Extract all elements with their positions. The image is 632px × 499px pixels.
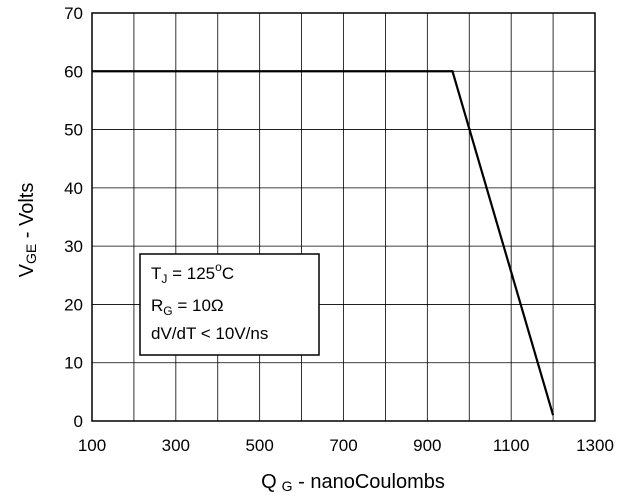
x-tick-label: 300 — [162, 436, 190, 455]
x-axis-label-main: Q — [261, 471, 277, 493]
y-axis-label-main: V — [16, 263, 38, 277]
y-tick-label: 70 — [64, 4, 83, 23]
plot-frame — [91, 12, 596, 422]
annotation-line-rg: RG = 10Ω — [151, 296, 224, 318]
x-tick-label: 500 — [245, 436, 273, 455]
x-tick-label: 1100 — [493, 436, 530, 455]
annotation-rg-main: R — [151, 296, 163, 315]
annotation-rg-value: = 10Ω — [173, 296, 224, 315]
x-axis-label-rest: - nanoCoulombs — [293, 471, 445, 493]
y-axis-label-sub: GE — [23, 244, 39, 264]
annotation-tj-main: T — [151, 264, 161, 283]
x-axis-label-sub: G — [282, 478, 293, 494]
x-tick-label: 700 — [329, 436, 357, 455]
y-tick-label: 0 — [74, 412, 83, 431]
y-tick-label: 40 — [64, 179, 83, 198]
rbsoa-boundary-line — [92, 70, 555, 416]
y-tick-label: 30 — [64, 237, 83, 256]
annotation-tj-unit: C — [222, 264, 234, 283]
y-axis-label-rest: - Volts — [16, 183, 38, 244]
y-tick-label: 20 — [64, 295, 83, 314]
tick-labels: 100 300 500 700 900 1100 1300 0 10 20 30 40 50 60 70 — [64, 4, 614, 455]
annotation-rg-sub: G — [163, 304, 172, 318]
y-tick-label: 60 — [64, 62, 83, 81]
x-tick-label: 1300 — [576, 436, 614, 455]
annotation-box: TJ = 125oC RG = 10Ω dV/dT < 10V/ns — [139, 253, 320, 356]
x-tick-label: 100 — [78, 436, 106, 455]
x-tick-label: 900 — [413, 436, 441, 455]
series-layer — [92, 70, 555, 416]
y-tick-label: 50 — [64, 121, 83, 140]
annotation-line-tj: TJ = 125oC — [151, 260, 234, 286]
annotation-frame — [139, 253, 320, 356]
annotation-tj-value: = 125 — [167, 264, 215, 283]
y-axis-label: VGE - Volts — [16, 183, 39, 278]
annotation-line-dvdt: dV/dT < 10V/ns — [151, 324, 268, 343]
annotation-tj-sub: J — [161, 272, 167, 286]
annotation-tj-degree: o — [215, 260, 222, 274]
y-tick-label: 10 — [64, 354, 83, 373]
